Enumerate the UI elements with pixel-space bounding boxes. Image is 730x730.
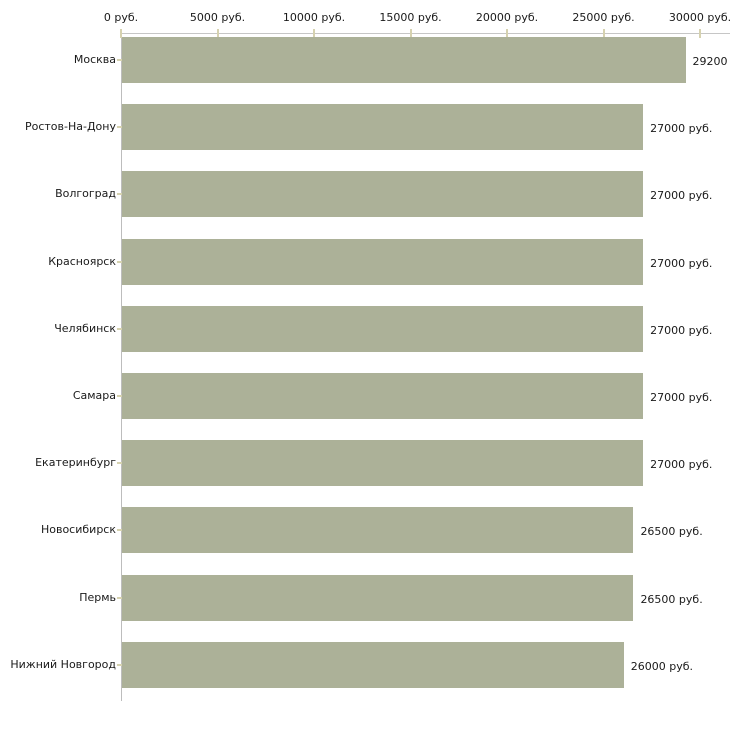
category-label: Самара	[72, 389, 116, 402]
x-axis-tick-mark	[699, 29, 701, 38]
x-axis-tick-mark	[602, 29, 605, 38]
x-axis-tick-mark	[409, 29, 412, 38]
value-label: 29200 руб.	[692, 55, 730, 68]
value-label: 26000 руб.	[630, 659, 694, 673]
category-tick-mark	[117, 596, 122, 599]
bar	[122, 238, 644, 285]
category-label: Ростов-На-Дону	[24, 120, 116, 134]
category-tick-mark	[117, 462, 122, 465]
category-label: Челябинск	[54, 321, 116, 335]
bar	[122, 305, 644, 352]
category-label: Нижний Новгород	[10, 657, 116, 671]
x-axis-tick-label: 30000 руб.	[668, 11, 730, 24]
x-axis-tick-label: 25000 руб.	[572, 11, 635, 24]
bar	[122, 104, 644, 151]
category-tick-mark	[117, 529, 122, 532]
x-axis-tick-label: 20000 руб.	[475, 11, 539, 24]
category-label: Красноярск	[48, 254, 116, 268]
category-tick-mark	[117, 395, 122, 397]
value-label: 27000 руб.	[650, 458, 713, 472]
x-axis-tick-mark	[506, 29, 508, 38]
category-label: Волгоград	[55, 187, 116, 201]
value-label: 27000 руб.	[650, 323, 713, 337]
category-label: Москва	[73, 53, 116, 66]
category-label: Екатеринбург	[35, 456, 116, 470]
category-tick-mark	[117, 193, 122, 196]
x-axis-tick-mark	[120, 29, 122, 38]
x-axis-tick-label: 10000 руб.	[282, 11, 346, 24]
value-label: 27000 руб.	[650, 391, 713, 404]
bar	[122, 171, 644, 218]
category-label: Новосибирск	[40, 523, 116, 537]
x-axis-tick-label: 5000 руб.	[189, 11, 246, 24]
category-tick-mark	[117, 126, 122, 129]
value-label: 27000 руб.	[650, 189, 713, 203]
category-tick-mark	[117, 59, 122, 61]
bar	[122, 440, 644, 487]
value-label: 27000 руб.	[650, 256, 713, 270]
bar	[122, 507, 634, 554]
bar	[122, 373, 644, 419]
category-tick-mark	[117, 327, 122, 330]
x-axis-tick-label: 0 руб.	[103, 11, 139, 24]
bar	[122, 37, 686, 83]
value-label: 26500 руб.	[640, 525, 703, 539]
bar	[122, 641, 624, 688]
value-label: 26500 руб.	[640, 592, 703, 606]
category-tick-mark	[117, 663, 122, 666]
y-axis-line	[121, 33, 122, 701]
category-tick-mark	[117, 260, 122, 263]
x-axis-tick-mark	[216, 29, 219, 38]
x-axis-tick-label: 15000 руб.	[379, 11, 442, 24]
x-axis-tick-mark	[313, 29, 315, 38]
value-label: 27000 руб.	[650, 122, 713, 136]
bar	[122, 574, 634, 621]
x-axis-line	[121, 33, 730, 34]
category-label: Пермь	[79, 590, 116, 604]
